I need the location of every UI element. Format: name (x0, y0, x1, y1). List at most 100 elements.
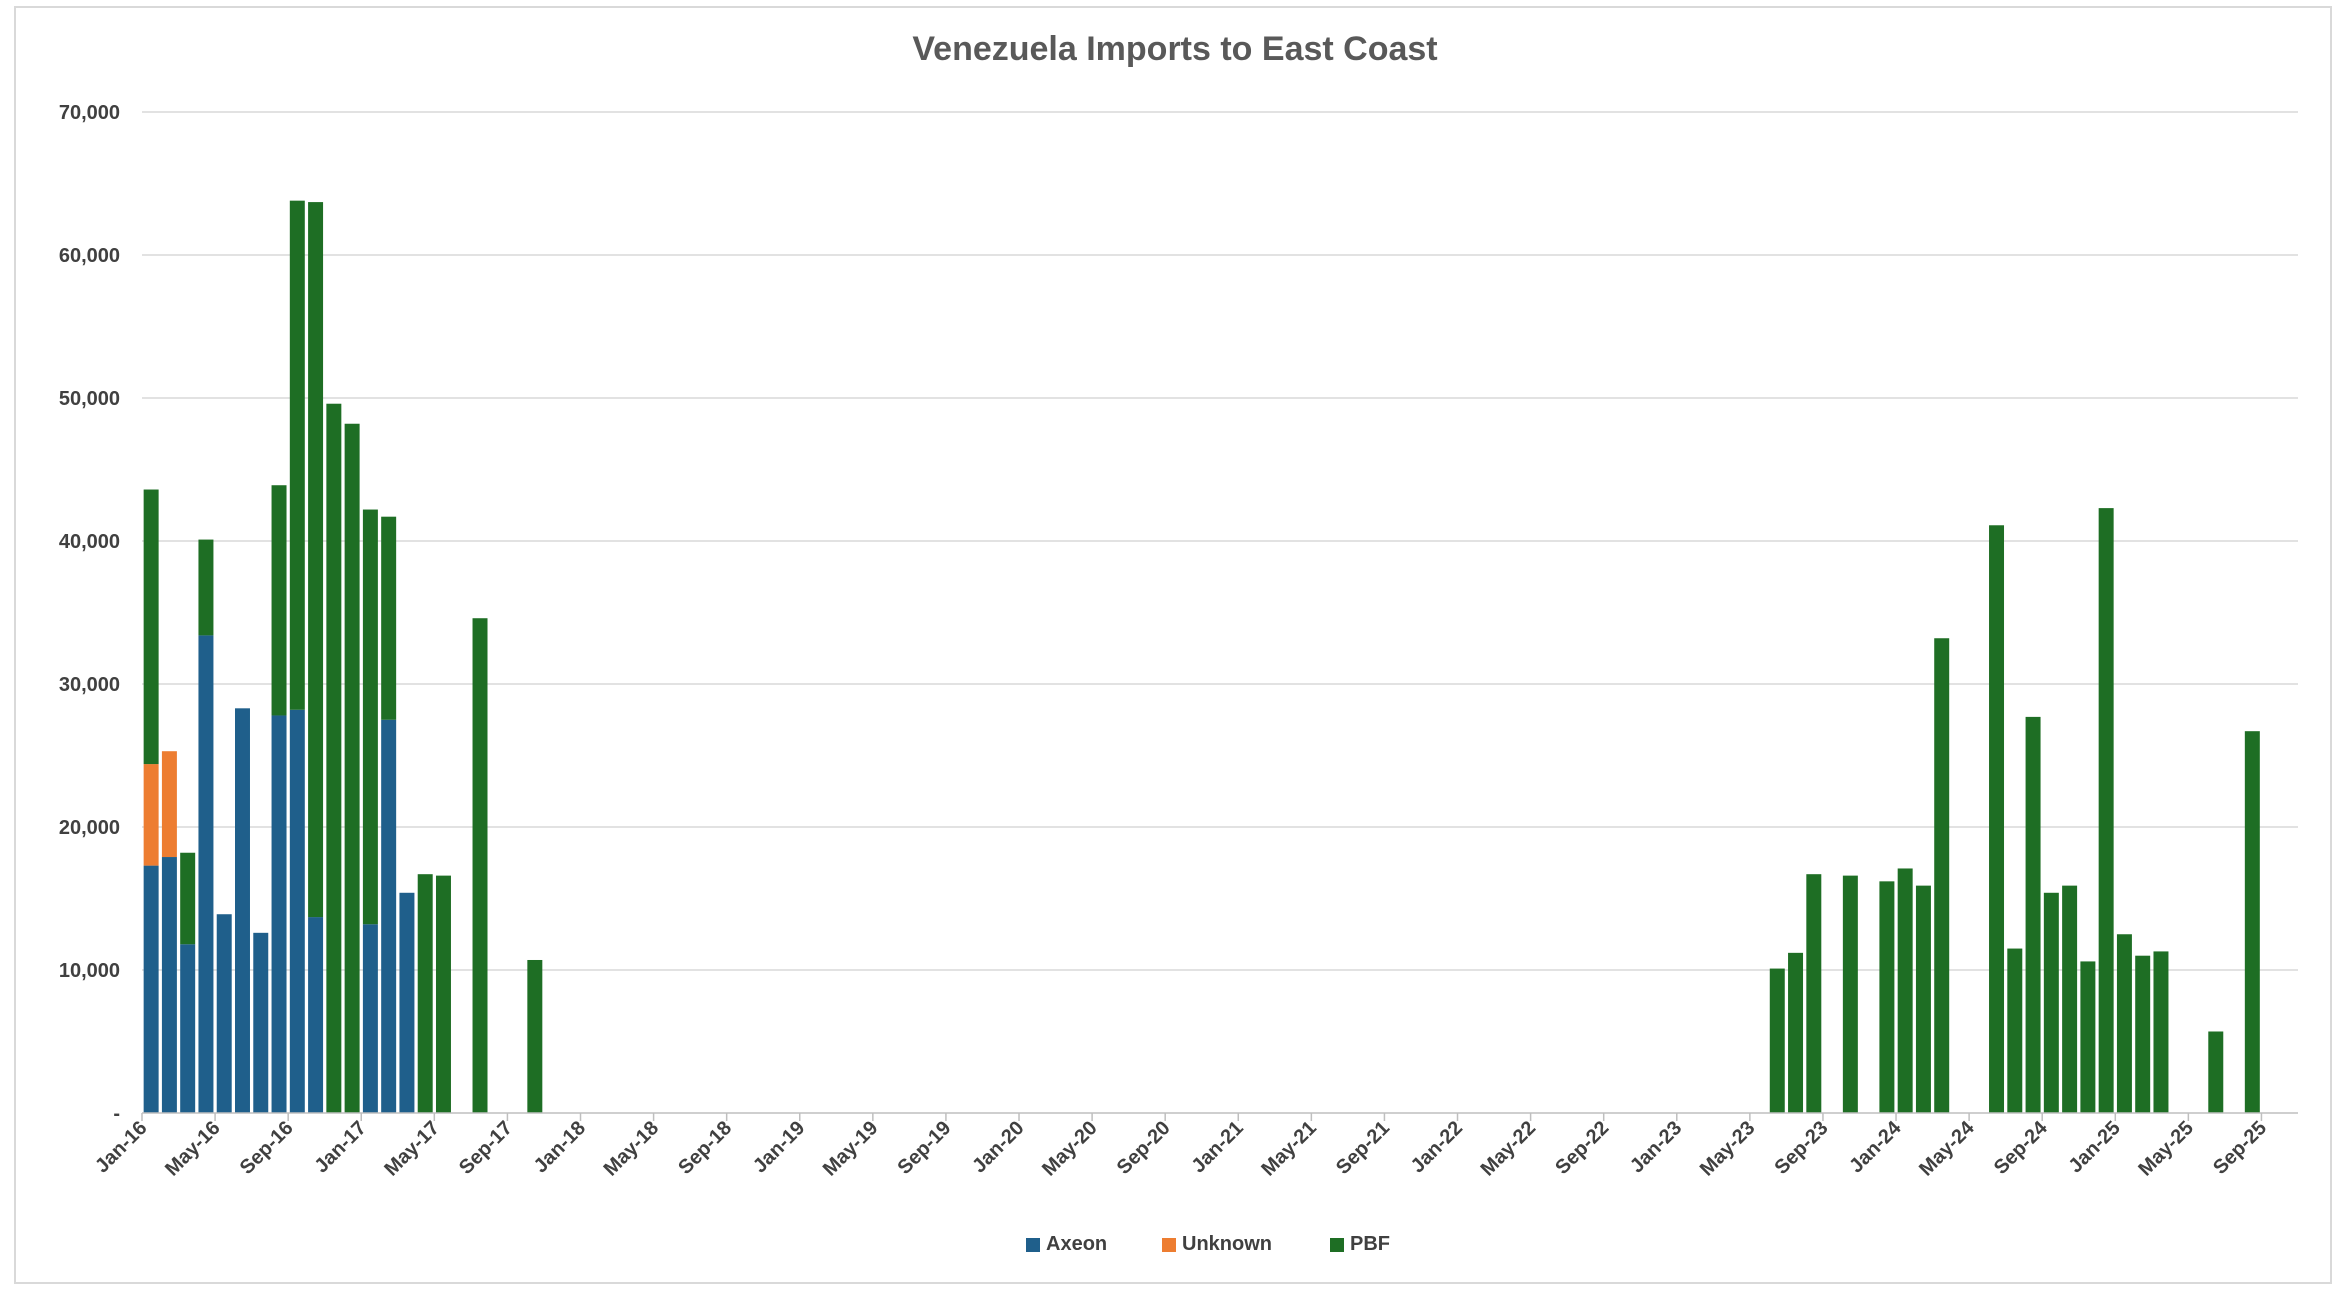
x-tick-label: Jan-25 (2064, 1117, 2124, 1177)
bar-pbf-sep-24 (2043, 892, 2059, 1113)
bar-pbf-oct-23 (1842, 875, 1858, 1113)
bar-axeon-mar-16 (180, 944, 196, 1113)
x-tick-label: Sep-16 (236, 1117, 298, 1179)
bar-axeon-jul-16 (253, 932, 269, 1113)
y-tick-labels: - 10,000 20,000 30,000 40,000 50,000 60,000 70,… (59, 102, 120, 1125)
bar-axeon-jan-16 (143, 865, 159, 1113)
axes (141, 1112, 2298, 1121)
legend-label-axeon: Axeon (1046, 1233, 1107, 1255)
x-tick-label: Jan-19 (749, 1117, 809, 1177)
bar-pbf-mar-24 (1934, 638, 1950, 1113)
bar-pbf-jan-25 (2116, 934, 2132, 1113)
x-tick-label: May-20 (1038, 1117, 1102, 1181)
bar-axeon-aug-16 (271, 715, 287, 1113)
y-tick-label: 40,000 (59, 531, 120, 553)
x-tick-label: Jan-16 (91, 1117, 151, 1177)
bar-pbf-jun-24 (1989, 525, 2005, 1113)
x-tick-label: Sep-25 (2209, 1117, 2271, 1179)
x-tick-label: May-16 (161, 1117, 225, 1181)
bar-pbf-aug-24 (2025, 716, 2041, 1113)
legend-label-unknown: Unknown (1182, 1233, 1272, 1255)
chart-title: Venezuela Imports to East Coast (912, 30, 1437, 68)
x-tick-label: Sep-22 (1551, 1117, 1613, 1179)
bar-pbf-oct-16 (308, 202, 324, 918)
bar-pbf-oct-24 (2062, 885, 2078, 1113)
x-tick-label: May-18 (600, 1117, 664, 1181)
bar-pbf-jul-23 (1788, 952, 1804, 1113)
bar-pbf-jan-16 (143, 489, 159, 765)
bar-pbf-jul-24 (2007, 948, 2023, 1113)
x-tick-label: May-22 (1477, 1117, 1541, 1181)
x-tick-label: Sep-18 (674, 1117, 736, 1179)
y-tick-label: - (113, 1103, 120, 1125)
bar-axeon-feb-16 (161, 857, 177, 1113)
legend-swatch-pbf (1330, 1238, 1344, 1252)
x-tick-label: Jan-22 (1407, 1117, 1467, 1177)
legend-swatch-unknown (1162, 1238, 1176, 1252)
bar-pbf-oct-17 (527, 959, 543, 1113)
gridlines (142, 111, 2298, 971)
bar-axeon-sep-16 (289, 709, 305, 1113)
bar-pbf-nov-16 (326, 403, 342, 1114)
x-tick-label: Sep-23 (1771, 1117, 1833, 1179)
bar-pbf-dec-23 (1879, 881, 1895, 1113)
bar-pbf-dec-16 (344, 423, 360, 1113)
bar-axeon-oct-16 (308, 917, 324, 1113)
y-tick-label: 10,000 (59, 960, 120, 982)
bar-unknown-jan-16 (143, 764, 159, 866)
x-tick-label: Sep-20 (1113, 1117, 1175, 1179)
x-tick-label: May-24 (1915, 1116, 1979, 1180)
bar-pbf-nov-24 (2080, 961, 2096, 1113)
bar-pbf-jan-24 (1897, 868, 1913, 1113)
x-tick-label: May-19 (819, 1117, 883, 1181)
bar-pbf-mar-16 (180, 852, 196, 945)
legend-swatch-axeon (1026, 1238, 1040, 1252)
y-tick-label: 20,000 (59, 817, 120, 839)
x-tick-label: Jan-24 (1845, 1116, 1906, 1177)
bar-pbf-sep-16 (289, 200, 305, 710)
y-tick-label: 70,000 (59, 102, 120, 124)
x-tick-label: May-17 (380, 1117, 444, 1181)
bar-pbf-jul-17 (472, 618, 488, 1113)
legend-label-pbf: PBF (1350, 1233, 1390, 1255)
bar-pbf-aug-16 (271, 485, 287, 716)
y-tick-label: 50,000 (59, 388, 120, 410)
x-tick-label: Jan-21 (1187, 1117, 1247, 1177)
x-tick-label: May-25 (2134, 1117, 2198, 1181)
x-tick-label: Jan-17 (310, 1117, 370, 1177)
bar-pbf-aug-23 (1806, 874, 1822, 1113)
x-tick-label: Sep-24 (1990, 1116, 2053, 1179)
x-tick-label: May-21 (1257, 1117, 1321, 1181)
bar-pbf-jun-25 (2208, 1031, 2224, 1113)
x-tick-label: Sep-21 (1332, 1117, 1394, 1179)
bar-pbf-dec-24 (2098, 508, 2114, 1113)
bar-axeon-feb-17 (381, 719, 397, 1113)
bar-pbf-feb-24 (1915, 885, 1931, 1113)
bars (143, 200, 2260, 1114)
bar-pbf-jan-17 (362, 509, 378, 925)
bar-axeon-jun-16 (235, 708, 250, 1113)
bar-unknown-feb-16 (161, 751, 177, 858)
bar-pbf-feb-17 (381, 516, 397, 720)
x-tick-label: May-23 (1696, 1117, 1760, 1181)
x-tick-label: Jan-18 (530, 1117, 590, 1177)
bar-pbf-feb-25 (2135, 955, 2151, 1113)
bar-pbf-may-17 (435, 875, 451, 1113)
x-tick-label: Sep-17 (455, 1117, 517, 1179)
bar-pbf-apr-16 (198, 539, 214, 636)
bar-pbf-aug-25 (2244, 731, 2260, 1113)
bar-axeon-mar-17 (399, 892, 415, 1113)
chart-frame: Venezuela Imports to East Coast - 10,000 2… (14, 6, 2332, 1284)
x-tick-label: Jan-20 (968, 1117, 1028, 1177)
x-tick-labels: Jan-16 May-16 Sep-16 Jan-17 May-17 Sep-17 Jan-… (91, 1116, 2271, 1180)
x-tick-label: Jan-23 (1626, 1117, 1686, 1177)
x-tick-label: Sep-19 (894, 1117, 956, 1179)
bar-pbf-apr-17 (417, 874, 433, 1113)
bar-axeon-may-16 (216, 914, 232, 1113)
bar-axeon-apr-16 (198, 635, 214, 1113)
legend: Axeon Unknown PBF (1026, 1233, 1390, 1255)
chart-svg: Venezuela Imports to East Coast - 10,000 2… (59, 30, 2298, 1255)
bar-axeon-jan-17 (362, 924, 378, 1113)
y-tick-label: 60,000 (59, 245, 120, 267)
y-tick-label: 30,000 (59, 674, 120, 696)
